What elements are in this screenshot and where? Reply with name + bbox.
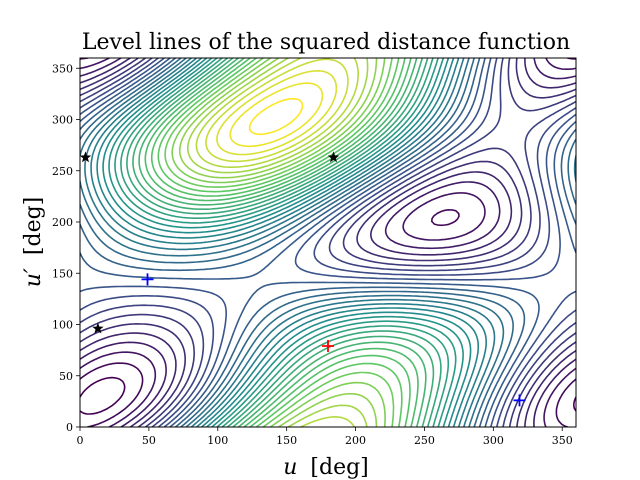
contour-level-18	[108, 58, 464, 427]
contour-level-16	[96, 58, 479, 427]
contour-level-17	[102, 58, 472, 427]
y-tick-label: 0	[66, 421, 73, 434]
y-tick-label: 50	[59, 370, 73, 383]
x-tick-label: 200	[345, 434, 366, 447]
y-tick-label: 100	[52, 319, 73, 332]
plot-frame	[79, 57, 577, 428]
x-axis-unit: [deg]	[310, 455, 368, 480]
x-tick-label: 50	[142, 434, 156, 447]
y-axis-symbol: u′	[21, 268, 46, 287]
x-axis-symbol: u	[283, 455, 297, 480]
contour-level-12	[80, 58, 576, 427]
blue-plus-marker-0	[141, 273, 154, 286]
x-axis-label: u [deg]	[283, 455, 369, 480]
contour-level-4	[80, 58, 576, 427]
contour-level-30	[187, 58, 369, 427]
contour-level-23	[138, 58, 427, 427]
x-tick-label: 250	[414, 434, 435, 447]
contour-level-20	[120, 58, 450, 427]
contour-level-7	[80, 58, 576, 427]
contour-level-35	[248, 97, 304, 136]
contour-level-10	[80, 58, 576, 427]
y-axis-unit: [deg]	[21, 197, 46, 255]
x-tick-label: 0	[77, 434, 84, 447]
chart-title: Level lines of the squared distance func…	[82, 30, 570, 55]
red-plus-marker-0	[322, 340, 334, 353]
contour-level-33	[216, 70, 338, 156]
marker-layer	[80, 151, 526, 407]
x-tick-label: 150	[276, 434, 297, 447]
y-tick-label: 300	[52, 114, 73, 127]
x-tick-label: 350	[552, 434, 573, 447]
contour-lines	[80, 58, 576, 427]
star-marker-0	[80, 151, 92, 163]
y-tick-label: 250	[52, 165, 73, 178]
blue-plus-marker-1	[513, 394, 526, 407]
contour-level-29	[178, 58, 378, 427]
y-tick-label: 150	[52, 267, 73, 280]
y-tick-label: 350	[52, 62, 73, 75]
y-axis-label: u′ [deg]	[21, 197, 46, 288]
contour-level-34	[229, 82, 324, 148]
contour-level-22	[132, 58, 435, 427]
x-tick-label: 300	[483, 434, 504, 447]
contour-level-5	[80, 58, 576, 427]
contour-level-14	[84, 58, 496, 427]
x-axis-ticks: 0 50 100 150 200 250 300 350	[77, 427, 573, 447]
contour-level-32	[205, 58, 349, 163]
contour-level-25	[150, 58, 411, 427]
contour-level-24	[144, 58, 419, 427]
star-marker-1	[92, 322, 104, 334]
x-tick-label: 100	[207, 434, 228, 447]
y-tick-label: 200	[52, 216, 73, 229]
contour-level-2	[80, 58, 576, 427]
y-axis-ticks: 0 50 100 150 200 250 300 350	[52, 62, 80, 434]
contour-level-0	[80, 376, 576, 415]
contour-level-21	[126, 58, 442, 427]
contour-level-8	[80, 58, 576, 427]
star-marker-2	[327, 151, 340, 163]
contour-level-31	[195, 58, 359, 427]
contour-level-6	[80, 58, 576, 427]
